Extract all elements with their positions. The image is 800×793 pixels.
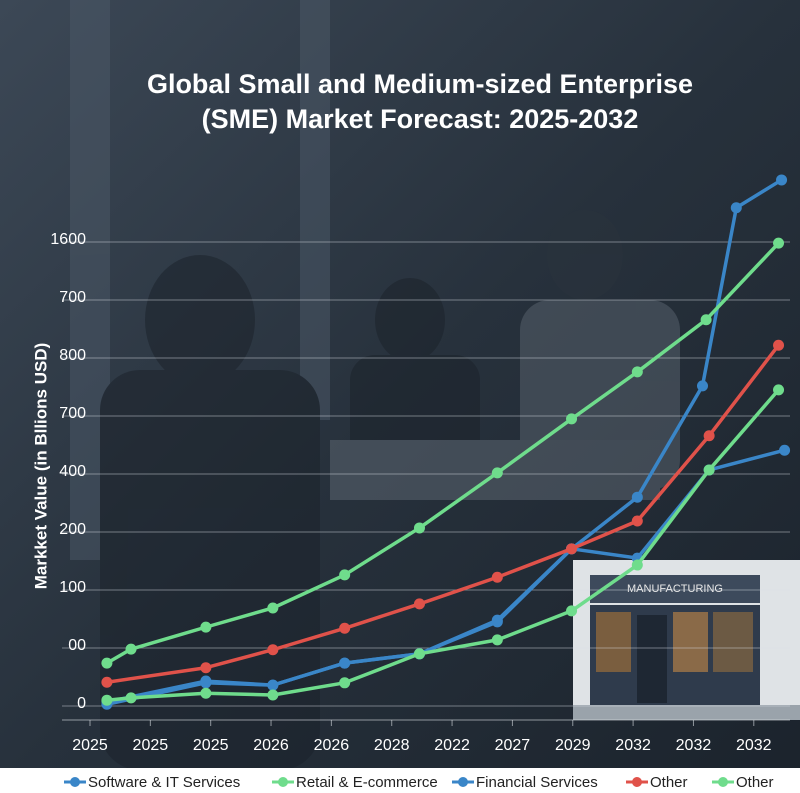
data-point [200, 687, 212, 699]
background-photo [70, 0, 680, 770]
data-point [267, 602, 279, 614]
data-point [413, 598, 425, 610]
data-point [631, 515, 643, 527]
y-tick-label: 1600 [50, 231, 86, 248]
data-point [125, 643, 137, 655]
y-tick-label: 800 [59, 347, 86, 364]
data-point [773, 339, 785, 351]
legend-marker [632, 777, 642, 787]
data-point [779, 444, 791, 456]
legend-label: Other [650, 774, 688, 791]
data-point [339, 569, 351, 581]
chart-title: (SME) Market Forecast: 2025-2032 [202, 104, 639, 134]
x-tick-label: 2029 [555, 737, 591, 754]
series-line [106, 448, 786, 706]
data-point [200, 621, 212, 633]
x-tick-label: 2026 [314, 737, 350, 754]
data-point [200, 662, 212, 674]
legend-label: Financial Services [476, 774, 598, 791]
svg-text:MANUFACTURING: MANUFACTURING [627, 583, 723, 595]
data-point [566, 413, 578, 425]
data-point [730, 202, 742, 214]
legend-label: Other [736, 774, 774, 791]
data-point [631, 366, 643, 378]
legend-label: Retail & E-commerce [296, 774, 438, 791]
legend-marker [70, 777, 80, 787]
data-point [267, 679, 279, 691]
y-axis-label: Markket Value (in Bllions USD) [31, 343, 50, 590]
data-point [267, 689, 279, 701]
data-point [776, 174, 788, 186]
data-point [200, 677, 212, 689]
data-point [491, 634, 503, 646]
data-point [267, 644, 279, 656]
legend-background [0, 768, 800, 793]
data-point [703, 430, 715, 442]
data-point [566, 543, 578, 555]
data-point [339, 677, 351, 689]
data-point [339, 622, 351, 634]
y-tick-label: 00 [68, 637, 86, 654]
data-point [631, 491, 643, 503]
legend-label: Software & IT Services [88, 774, 240, 791]
data-point [700, 314, 712, 326]
data-point [566, 605, 578, 617]
y-tick-label: 0 [77, 695, 86, 712]
y-tick-label: 100 [59, 579, 86, 596]
y-tick-label: 200 [59, 521, 86, 538]
data-point [697, 380, 708, 392]
y-tick-label: 700 [59, 289, 86, 306]
data-point [491, 467, 503, 479]
data-point [773, 384, 785, 396]
x-tick-label: 2022 [434, 737, 470, 754]
data-point [631, 559, 643, 571]
data-point [339, 657, 351, 669]
data-point [491, 571, 503, 583]
y-tick-label: 700 [59, 405, 86, 422]
data-point [101, 676, 113, 688]
data-point [413, 648, 425, 660]
data-point [773, 237, 785, 249]
storefront-photo: MANUFACTURING [573, 560, 800, 720]
data-point [125, 692, 137, 704]
x-tick-label: 2032 [615, 737, 651, 754]
x-tick-label: 2032 [676, 737, 712, 754]
x-tick-label: 2025 [193, 737, 229, 754]
series-line [106, 344, 780, 684]
x-tick-label: 2028 [374, 737, 410, 754]
data-point [703, 464, 715, 476]
data-point [413, 522, 425, 534]
x-tick-label: 2025 [133, 737, 169, 754]
x-tick-label: 2026 [253, 737, 289, 754]
legend-marker [278, 777, 288, 787]
legend-marker [458, 777, 468, 787]
data-point [101, 694, 113, 706]
x-tick-label: 2027 [495, 737, 531, 754]
y-tick-label: 400 [59, 463, 86, 480]
data-point [101, 657, 113, 669]
legend-marker [718, 777, 728, 787]
x-tick-label: 2025 [72, 737, 108, 754]
x-tick-label: 2032 [736, 737, 772, 754]
chart-title: Global Small and Medium-sized Enterprise [147, 69, 693, 99]
data-point [491, 616, 503, 628]
